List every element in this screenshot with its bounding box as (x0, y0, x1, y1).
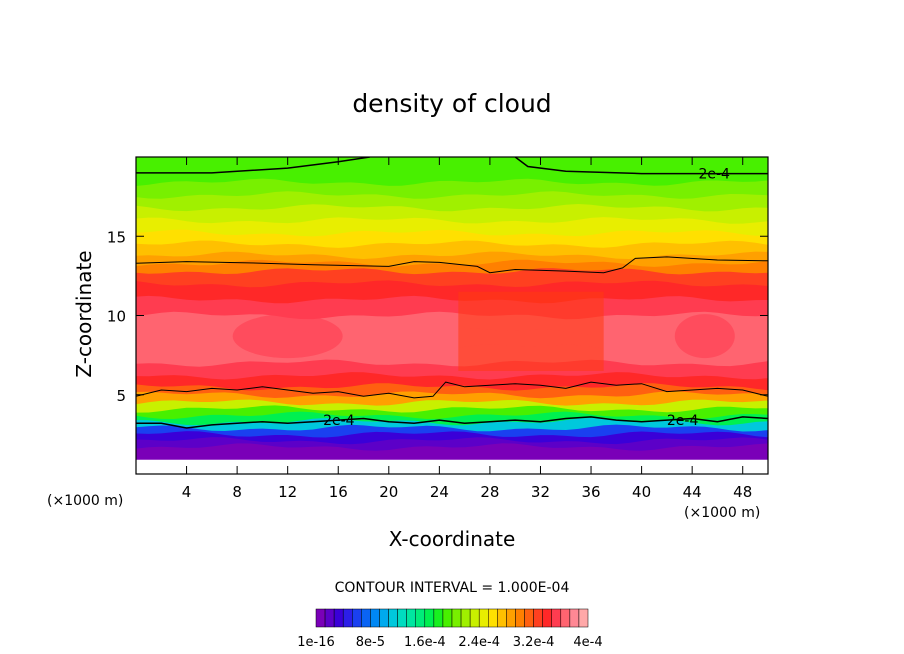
x-tick-label: 28 (480, 483, 499, 501)
colorbar-swatch (333, 608, 344, 628)
x-tick-label: 36 (581, 483, 600, 501)
colorbar-tick-label: 1e-16 (297, 635, 335, 650)
colorbar-swatch (397, 608, 407, 628)
y-tick-label: 15 (107, 228, 126, 246)
x-tick-label: 32 (531, 483, 550, 501)
colorbar-swatch (342, 608, 353, 628)
x-tick-label: 20 (379, 483, 398, 501)
x-tick-label: 24 (430, 483, 449, 501)
x-tick-label: 16 (329, 483, 348, 501)
colorbar-swatch (515, 608, 525, 628)
contour-label: 2e-4 (667, 413, 699, 429)
x-tick-label: 8 (232, 483, 242, 501)
contour-line (136, 416, 768, 429)
x-axis-unit: (×1000 m) (684, 505, 760, 521)
y-axis-unit: (×1000 m) (47, 493, 123, 509)
x-tick-label: 48 (733, 483, 752, 501)
field-midregion (458, 291, 604, 371)
colorbar-swatch (551, 608, 562, 628)
colorbar-tick-label: 2.4e-4 (458, 635, 500, 650)
colorbar-swatch (424, 608, 435, 628)
contour-lines (136, 157, 768, 429)
contour-line (136, 381, 768, 399)
colorbar-swatch (324, 608, 335, 628)
x-tick-label: 44 (683, 483, 702, 501)
chart-title: density of cloud (352, 89, 551, 118)
colorbar-swatch (488, 608, 498, 628)
colorbar-swatch (460, 608, 471, 628)
y-tick-label: 5 (116, 387, 126, 405)
color-field (136, 157, 768, 474)
contour-label: 2e-4 (323, 413, 355, 429)
colorbar-swatch (524, 608, 534, 628)
x-tick-label: 40 (632, 483, 651, 501)
y-tick-label: 10 (107, 308, 126, 326)
colorbar-tick-label: 4e-4 (573, 635, 602, 650)
colorbar-swatch (451, 608, 462, 628)
x-tick-label: 12 (278, 483, 297, 501)
colorbar-swatch (478, 608, 489, 628)
colorbar-swatch (415, 608, 426, 628)
colorbar-swatch (469, 608, 480, 628)
colorbar-tick-label: 3.2e-4 (513, 635, 555, 650)
colorbar-swatch (406, 608, 416, 628)
colorbar-swatch (388, 608, 398, 628)
colorbar-tick-label: 8e-5 (356, 635, 385, 650)
colorbar-swatch (560, 608, 571, 628)
colorbar-swatch (506, 608, 516, 628)
contour-label: 2e-4 (698, 167, 730, 183)
plot-area (136, 157, 768, 474)
contour-line (514, 157, 768, 175)
colorbar-swatch (315, 608, 326, 628)
colorbar-swatch (497, 608, 507, 628)
colorbar-swatch (442, 608, 453, 628)
colorbar-labels: 1e-16 8e-5 1.6e-4 2.4e-4 3.2e-4 4e-4 (297, 635, 602, 650)
field-maximum (674, 314, 735, 359)
colorbar-swatch (578, 608, 589, 628)
contour-line (136, 157, 370, 174)
colorbar-swatch (361, 608, 371, 628)
colorbar-swatch (352, 608, 362, 628)
colorbar-swatch (370, 608, 380, 628)
colorbar-swatch (569, 608, 580, 628)
x-tick-label: 4 (182, 483, 192, 501)
colorbar (315, 608, 589, 628)
colorbar-swatch (533, 608, 543, 628)
y-axis-title: Z-coordinate (72, 250, 96, 377)
contour-interval-text: CONTOUR INTERVAL = 1.000E-04 (335, 580, 570, 596)
x-axis-title: X-coordinate (389, 527, 516, 551)
field-empty-base (136, 459, 768, 474)
colorbar-swatch (379, 608, 389, 628)
contour-labels: 2e-4 2e-4 2e-4 (323, 167, 730, 429)
y-axis-ticks: 5 10 15 (107, 228, 768, 405)
colorbar-swatch (542, 608, 552, 628)
x-axis-ticks: 4 8 12 16 20 24 28 32 36 40 44 48 (182, 157, 752, 501)
colorbar-tick-label: 1.6e-4 (404, 635, 446, 650)
field-maximum (232, 314, 343, 359)
colorbar-swatch (433, 608, 444, 628)
contour-line (136, 256, 768, 274)
